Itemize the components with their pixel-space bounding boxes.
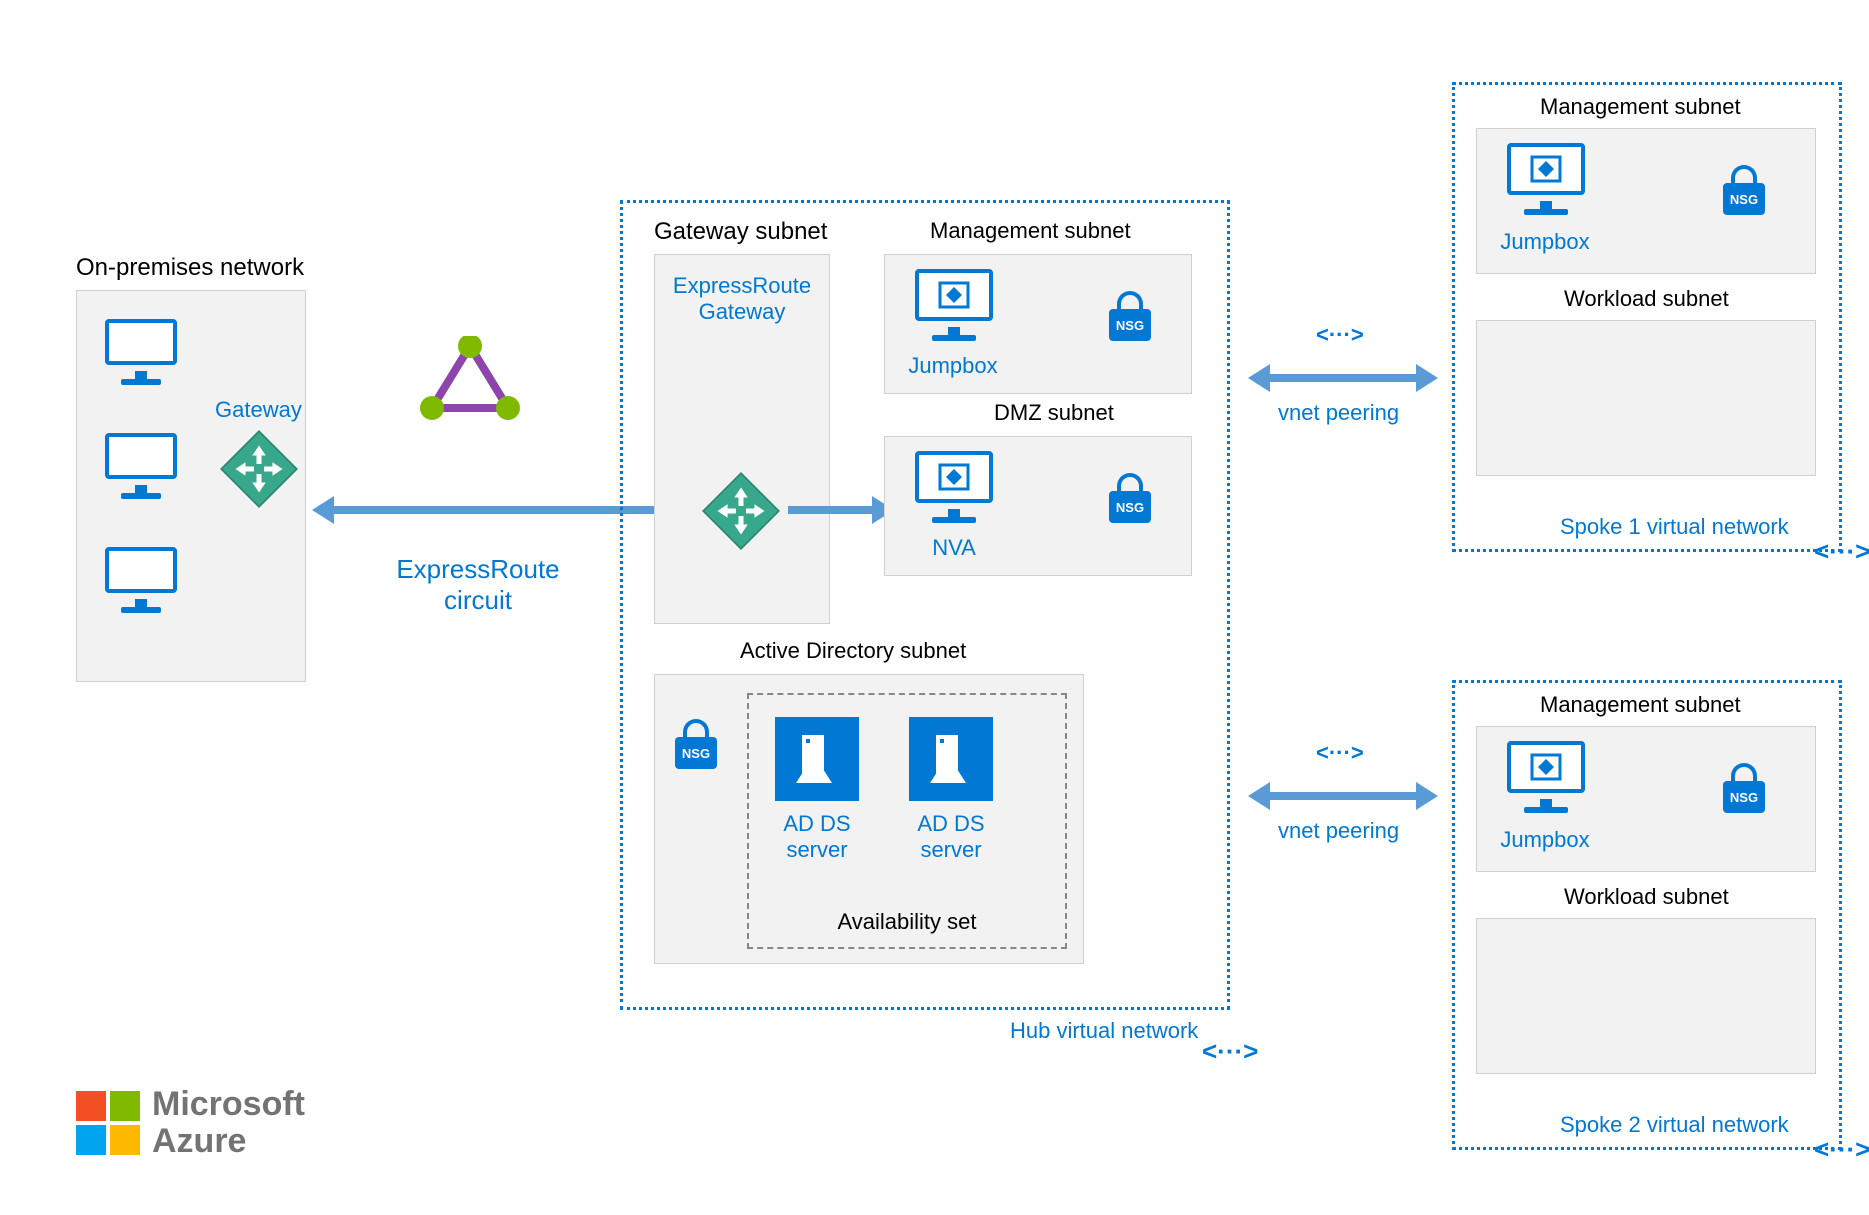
onprem-gateway-label: Gateway: [215, 397, 302, 423]
spoke2-mgmt-box: Jumpbox NSG: [1476, 726, 1816, 872]
spoke1-label: Spoke 1 virtual network: [1560, 514, 1789, 540]
jumpbox-label: Jumpbox: [1495, 827, 1595, 853]
onprem-title: On-premises network: [76, 254, 304, 282]
spoke1-workload-box: [1476, 320, 1816, 476]
spoke2-workload-box: [1476, 918, 1816, 1074]
availability-set-label: Availability set: [749, 909, 1065, 935]
arrow-head-icon: [1416, 782, 1438, 810]
ad-subnet-box: NSG AD DS server AD DS server Availabili…: [654, 674, 1084, 964]
spoke1-workload-title: Workload subnet: [1564, 286, 1729, 312]
vnet-peering-icon: <···>: [1814, 536, 1869, 567]
jumpbox-label: Jumpbox: [903, 353, 1003, 379]
expressroute-circuit-icon: [420, 336, 520, 429]
ad-server-label: AD DS server: [765, 811, 869, 863]
hub-network-label: Hub virtual network: [1010, 1018, 1198, 1044]
spoke2-workload-title: Workload subnet: [1564, 884, 1729, 910]
ad-server-icon: [909, 717, 993, 801]
jumpbox-label: Jumpbox: [1495, 229, 1595, 255]
gateway-subnet-box: ExpressRoute Gateway: [654, 254, 830, 624]
nsg-icon: NSG: [1723, 165, 1765, 215]
jumpbox-icon: [915, 269, 993, 337]
arrow-head-icon: [1248, 364, 1270, 392]
dmz-title: DMZ subnet: [994, 400, 1114, 426]
gateway-subnet-title: Gateway subnet: [654, 218, 827, 246]
availability-set-box: AD DS server AD DS server Availability s…: [747, 693, 1067, 949]
logo-line2: Azure: [152, 1123, 305, 1160]
nsg-icon: NSG: [1109, 291, 1151, 341]
hub-mgmt-title: Management subnet: [930, 218, 1131, 244]
arrow-head-icon: [1416, 364, 1438, 392]
logo-line1: Microsoft: [152, 1086, 305, 1123]
vnet-peering-icon: <···>: [1202, 1036, 1258, 1067]
nsg-icon: NSG: [1109, 473, 1151, 523]
jumpbox-icon: [1507, 143, 1585, 211]
gateway-icon: [217, 427, 301, 511]
jumpbox-icon: [1507, 741, 1585, 809]
arrow-head-icon: [312, 496, 334, 524]
connector-arrow: [1268, 374, 1418, 382]
dmz-box: NVA NSG: [884, 436, 1192, 576]
monitor-icon: [105, 547, 177, 614]
peering-label-1: vnet peering: [1278, 400, 1399, 426]
connector-arrow: [788, 506, 874, 514]
expressroute-label: ExpressRoute circuit: [388, 554, 568, 616]
nsg-icon: NSG: [1723, 763, 1765, 813]
arrow-head-icon: [1248, 782, 1270, 810]
spoke1-mgmt-title: Management subnet: [1540, 94, 1741, 120]
ad-server-label: AD DS server: [899, 811, 1003, 863]
diagram-canvas: On-premises network Gateway ExpressRoute…: [0, 0, 1869, 1215]
ad-subnet-title: Active Directory subnet: [740, 638, 966, 664]
er-gateway-icon: [699, 469, 783, 553]
nsg-icon: NSG: [675, 719, 717, 769]
nva-icon: [915, 451, 993, 519]
connector-arrow: [1268, 792, 1418, 800]
er-gateway-label: ExpressRoute Gateway: [655, 273, 829, 325]
spoke2-mgmt-title: Management subnet: [1540, 692, 1741, 718]
peering-icon: <···>: [1316, 740, 1364, 766]
microsoft-azure-logo: Microsoft Azure: [76, 1086, 305, 1161]
spoke2-label: Spoke 2 virtual network: [1560, 1112, 1789, 1138]
peering-icon: <···>: [1316, 322, 1364, 348]
onprem-box: Gateway: [76, 290, 306, 682]
ad-server-icon: [775, 717, 859, 801]
monitor-icon: [105, 433, 177, 500]
hub-mgmt-box: Jumpbox NSG: [884, 254, 1192, 394]
monitor-icon: [105, 319, 177, 386]
vnet-peering-icon: <···>: [1814, 1134, 1869, 1165]
spoke1-mgmt-box: Jumpbox NSG: [1476, 128, 1816, 274]
nva-label: NVA: [919, 535, 989, 561]
peering-label-2: vnet peering: [1278, 818, 1399, 844]
